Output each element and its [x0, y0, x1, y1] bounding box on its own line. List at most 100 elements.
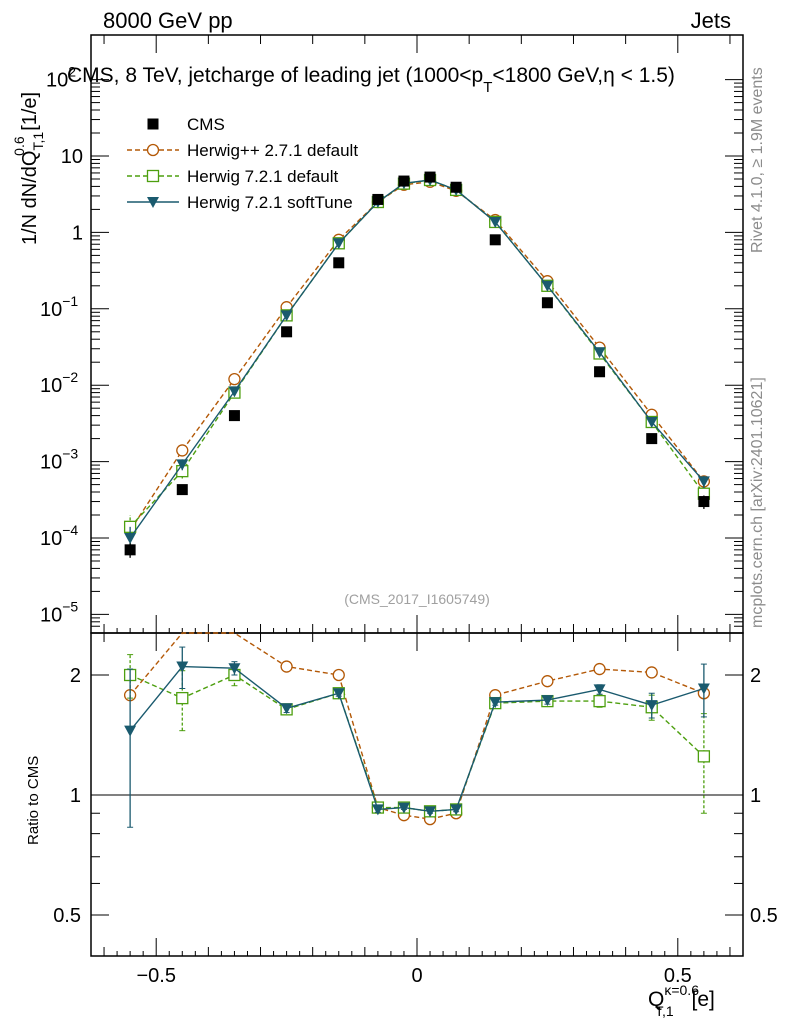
ratio-tick-label: 1: [70, 785, 81, 807]
y-tick-label-exp: −1: [62, 293, 78, 309]
ratio-tick-label: 2: [70, 665, 81, 687]
y-axis-label-main-base: 1/N dN/dQ: [19, 151, 41, 245]
ratio-line-herwig-7-2-1-softtune: [129, 665, 705, 813]
y-tick-label: 10−1: [40, 293, 78, 321]
legend-marker-herwig-7-2-1-softtune: [147, 197, 159, 208]
y-axis-label-main: 1/N dN/dQT,10.6 [1/e]: [11, 92, 46, 245]
chart-title-post: <1800 GeV,η < 1.5): [492, 64, 675, 87]
chart-title: CMS, 8 TeV, jetcharge of leading jet (10…: [67, 64, 675, 96]
ratio-point-herwig-2-7-1-default: [645, 666, 658, 679]
point-cms: [228, 410, 240, 422]
legend-marker-herwig-2-7-1-default: [146, 143, 160, 157]
legend-label-cms: CMS: [187, 115, 225, 134]
y-tick-label-base: 10: [40, 375, 62, 397]
ratio-point-herwig-7-2-1-softtune: [332, 688, 345, 700]
series-line-herwig-7-2-1-default: [129, 179, 705, 528]
y-tick-label-base: 10: [40, 604, 62, 626]
ratio-point-herwig-7-2-1-default: [697, 750, 711, 763]
y-axis-label-ratio: Ratio to CMS: [25, 756, 42, 845]
ratio-point-herwig-7-2-1-softtune: [645, 700, 658, 712]
ratio-point-herwig-7-2-1-default: [176, 691, 189, 705]
y-tick-label: 10−2: [40, 369, 78, 397]
y-tick-label: 10−4: [40, 522, 78, 550]
x-tick-label: −0.5: [136, 965, 175, 987]
point-herwig-7-2-1-softtune: [176, 459, 189, 471]
y-tick-label: 10−5: [40, 598, 78, 626]
y-tick-label-base: 10: [46, 70, 68, 92]
y-tick-label-base: 10: [40, 528, 62, 550]
ratio-point-herwig-7-2-1-softtune: [124, 725, 137, 737]
point-cms: [646, 433, 658, 445]
point-herwig-2-7-1-default: [176, 444, 189, 457]
point-cms: [489, 234, 501, 246]
point-cms: [372, 193, 384, 205]
legend-marker-cms: [147, 118, 159, 130]
legend-marker-herwig-7-2-1-default: [146, 169, 160, 183]
x-axis-label-sup: κ=0.6: [664, 982, 699, 998]
point-herwig-7-2-1-softtune: [593, 347, 606, 359]
y-tick-label: 10: [61, 146, 83, 168]
point-cms: [541, 297, 553, 309]
series-line-herwig-2-7-1-default: [129, 181, 705, 531]
y-tick-label: 102: [46, 64, 76, 92]
legend-label-herwig-7-2-1-default: Herwig 7.2.1 default: [187, 167, 338, 186]
rivet-label: Rivet 4.1.0, ≥ 1.9M events: [749, 67, 766, 253]
x-axis-label: Qκ=0.6 T,1 [e]: [648, 982, 715, 1019]
ratio-tick-label-right: 2: [750, 665, 761, 687]
ratio-point-herwig-7-2-1-softtune: [371, 804, 384, 816]
ratio-point-herwig-2-7-1-default: [541, 675, 554, 688]
analysis-id: (CMS_2017_I1605749): [344, 591, 490, 607]
x-axis-label-base: Q: [648, 988, 664, 1011]
ratio-point-herwig-7-2-1-softtune: [228, 663, 241, 675]
y-tick-label: 1: [72, 222, 83, 244]
x-tick-label: 0.5: [664, 965, 692, 987]
ratio-tick-label: 0.5: [53, 905, 81, 927]
point-cms: [281, 326, 293, 338]
chart-title-sub: T: [483, 79, 492, 96]
ratio-tick-label-right: 1: [750, 785, 761, 807]
header-left: 8000 GeV pp: [103, 8, 233, 33]
point-herwig-7-2-1-softtune: [697, 476, 710, 488]
ratio-tick-label-right: 0.5: [750, 905, 778, 927]
y-axis-label-main-sup: 0.6: [11, 136, 27, 156]
x-axis-label-sub: T,1: [655, 1003, 674, 1019]
ratio-line-herwig-7-2-1-default: [129, 674, 705, 813]
chart-title-pre: CMS, 8 TeV, jetcharge of leading jet (10…: [67, 64, 483, 87]
point-herwig-7-2-1-softtune: [489, 216, 502, 228]
point-cms: [333, 257, 345, 269]
ratio-point-herwig-7-2-1-softtune: [697, 683, 710, 695]
legend: CMS Herwig++ 2.7.1 default Herwig 7.2.1 de…: [127, 115, 358, 212]
x-tick-label: 0: [411, 965, 422, 987]
y-tick-label-exp: −3: [62, 446, 78, 462]
point-cms: [398, 175, 410, 187]
ratio-point-herwig-7-2-1-softtune: [593, 684, 606, 696]
point-herwig-7-2-1-softtune: [332, 238, 345, 250]
point-cms: [450, 181, 462, 193]
y-tick-label-base: 10: [40, 452, 62, 474]
ratio-line-herwig-2-7-1-default: [129, 632, 705, 820]
ratio-point-herwig-2-7-1-default: [280, 660, 293, 673]
ratio-point-herwig-7-2-1-softtune: [280, 703, 293, 715]
x-axis-label-unit: [e]: [686, 988, 715, 1011]
series-line-herwig-7-2-1-softtune: [129, 179, 705, 539]
legend-label-herwig-7-2-1-softtune: Herwig 7.2.1 softTune: [187, 193, 353, 212]
point-herwig-7-2-1-softtune: [280, 310, 293, 322]
ratio-point-herwig-7-2-1-softtune: [424, 806, 437, 818]
point-cms: [124, 544, 136, 556]
ratio-point-herwig-2-7-1-default: [593, 662, 606, 676]
y-tick-label-base: 1: [72, 222, 83, 244]
legend-label-herwig-2-7-1-default: Herwig++ 2.7.1 default: [187, 141, 358, 160]
ratio-point-herwig-7-2-1-softtune: [450, 804, 463, 816]
ratio-point-herwig-2-7-1-default: [332, 668, 345, 682]
y-tick-label-exp: −4: [62, 522, 78, 538]
ratio-point-herwig-7-2-1-default: [593, 694, 606, 708]
ratio-point-herwig-7-2-1-softtune: [541, 695, 554, 707]
point-herwig-7-2-1-softtune: [228, 386, 241, 398]
ratio-point-herwig-7-2-1-softtune: [489, 697, 502, 709]
point-cms: [176, 484, 188, 496]
ratio-point-herwig-7-2-1-softtune: [397, 802, 410, 814]
y-tick-label-exp: 2: [68, 64, 76, 80]
y-tick-label: 10−3: [40, 446, 78, 474]
ratio-point-herwig-7-2-1-softtune: [176, 661, 189, 673]
